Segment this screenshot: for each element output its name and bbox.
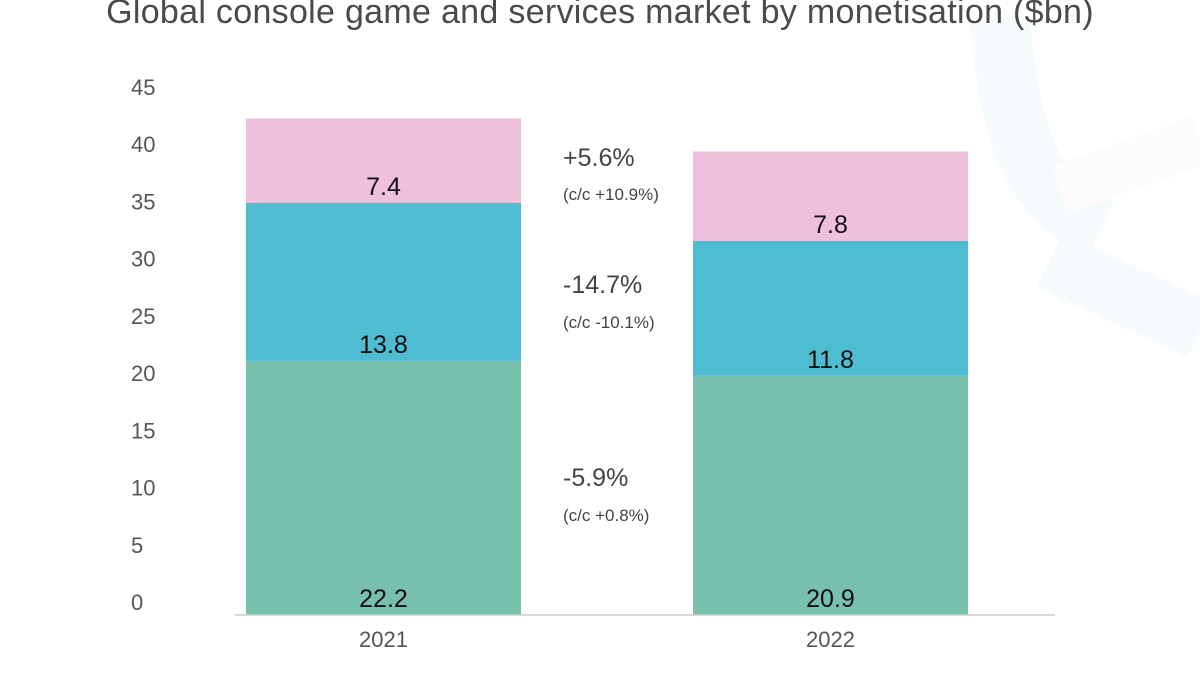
bar-segment	[693, 151, 968, 241]
data-label: 11.8	[807, 346, 854, 374]
change-annotation: -5.9%	[563, 464, 628, 492]
watermark-logo	[970, 17, 1200, 358]
bar-segment	[246, 118, 521, 203]
y-tick-label: 0	[131, 590, 143, 615]
constant-currency-annotation: (c/c +10.9%)	[563, 185, 659, 204]
bar-segment	[693, 240, 968, 376]
x-tick-label: 2022	[806, 627, 855, 652]
y-tick-label: 15	[131, 418, 155, 443]
data-label: 22.2	[359, 585, 408, 613]
data-label: 20.9	[806, 585, 855, 613]
data-label: 13.8	[359, 331, 408, 359]
y-tick-label: 5	[131, 533, 143, 558]
y-tick-label: 35	[131, 189, 155, 214]
y-tick-label: 20	[131, 361, 155, 386]
y-tick-label: 30	[131, 247, 155, 272]
change-annotation: +5.6%	[563, 144, 635, 172]
constant-currency-annotation: (c/c -10.1%)	[563, 313, 655, 332]
bar-segment	[246, 203, 521, 361]
y-tick-label: 45	[131, 75, 155, 100]
chart-title: Global console game and services market …	[106, 0, 1094, 31]
bar-segment	[246, 360, 521, 615]
change-annotation: -14.7%	[563, 271, 642, 299]
bar-segment	[693, 375, 968, 615]
data-label: 7.4	[366, 173, 401, 201]
data-label: 7.8	[813, 211, 848, 239]
y-tick-label: 25	[131, 304, 155, 329]
constant-currency-annotation: (c/c +0.8%)	[563, 506, 649, 525]
x-tick-label: 2021	[359, 627, 408, 652]
y-tick-label: 40	[131, 132, 155, 157]
y-tick-label: 10	[131, 476, 155, 501]
